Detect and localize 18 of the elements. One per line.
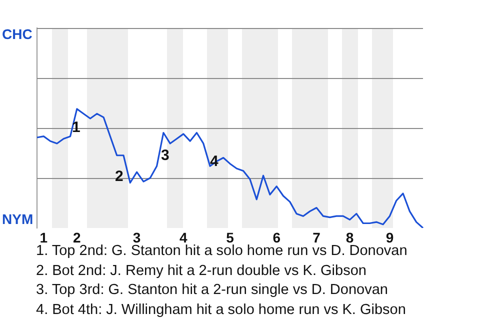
x-tick-label: 5 (226, 229, 234, 246)
x-tick-label: 1 (40, 229, 48, 246)
x-tick-label: 3 (132, 229, 141, 246)
annotation: 1 (72, 119, 80, 136)
x-tick-label: 6 (272, 229, 281, 246)
text: CHC (2, 26, 32, 42)
text: NYM (2, 211, 34, 227)
annotation: 3 (161, 147, 170, 164)
x-tick-label: 9 (386, 229, 394, 246)
x-tick-label: 7 (312, 229, 321, 246)
x-tick-label: 8 (346, 229, 354, 246)
text: 4. Bot 4th: J. Willingham hit a solo home run vs K. Gibson (36, 300, 407, 320)
text: 1. Top 2nd: G. Stanton hit a solo home run vs D. Donovan (36, 243, 408, 261)
x-tick-label: 2 (73, 229, 82, 246)
text: 3. Top 3rd: G. Stanton hit a 2-run single vs D. Donovan (36, 281, 389, 300)
x-tick-label: 4 (180, 229, 188, 246)
annotation: 2 (115, 168, 124, 185)
text: 2. Bot 2nd: J. Remy hit a 2-run double vs K. Gibson (36, 262, 368, 280)
